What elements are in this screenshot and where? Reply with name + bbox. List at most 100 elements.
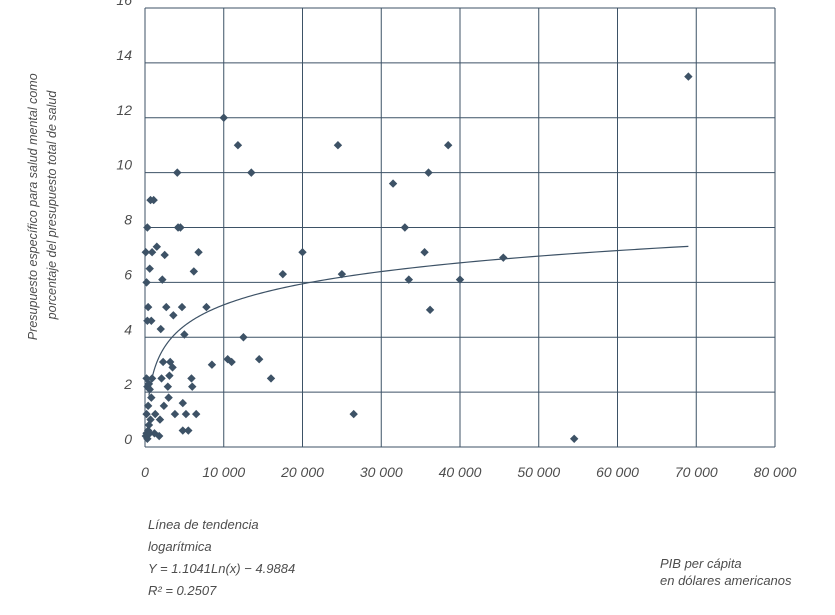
y-tick-label: 10 xyxy=(116,157,132,173)
x-tick-label: 50 000 xyxy=(517,464,560,480)
data-point xyxy=(170,409,180,419)
data-point xyxy=(158,357,168,367)
data-point xyxy=(151,409,160,419)
data-point xyxy=(165,371,174,380)
data-point xyxy=(155,415,165,424)
data-point xyxy=(181,409,191,419)
x-tick-label: 30 000 xyxy=(360,464,403,480)
data-point xyxy=(178,398,187,408)
data-point xyxy=(569,434,579,443)
y-tick-label: 0 xyxy=(124,431,132,447)
data-point xyxy=(404,275,414,284)
data-point xyxy=(247,168,256,177)
data-point xyxy=(184,426,193,435)
data-point xyxy=(143,302,153,312)
data-point xyxy=(425,305,435,315)
data-point xyxy=(194,247,203,257)
x-tick-label: 10 000 xyxy=(202,464,245,480)
data-point xyxy=(388,179,398,188)
y-tick-label: 2 xyxy=(123,376,132,392)
data-point xyxy=(149,195,158,205)
data-point xyxy=(499,253,508,262)
data-point xyxy=(162,302,171,312)
x-tick-label: 0 xyxy=(141,464,149,480)
data-point xyxy=(147,374,157,383)
data-point xyxy=(147,316,156,325)
data-point xyxy=(158,275,167,284)
y-axis-ticks: 0 2 4 6 8 10 12 14 16 xyxy=(116,0,132,447)
data-point xyxy=(178,426,187,435)
x-tick-label: 20 000 xyxy=(280,464,324,480)
data-point xyxy=(202,302,211,312)
data-point xyxy=(143,401,153,411)
data-point xyxy=(400,223,410,232)
x-axis-label: PIB per cápita en dólares americanos xyxy=(660,555,792,589)
data-point xyxy=(154,431,164,441)
data-point xyxy=(239,333,248,342)
trendline-label-line-1: Línea de tendencia xyxy=(148,517,259,532)
data-point xyxy=(147,247,157,257)
data-point xyxy=(169,311,178,320)
trendline-equation: Y = 1.1041Ln(x) − 4.9884 xyxy=(148,561,296,576)
data-point xyxy=(145,385,154,394)
data-point xyxy=(254,355,264,364)
x-tick-label: 80 000 xyxy=(754,464,797,480)
data-point xyxy=(142,278,151,287)
data-point xyxy=(152,242,162,251)
trendline xyxy=(148,245,689,396)
data-point xyxy=(145,264,154,273)
data-point xyxy=(233,140,243,150)
x-axis-ticks: 0 10 000 20 000 30 000 40 000 50 000 60 000 70 … xyxy=(141,464,797,480)
y-tick-label: 4 xyxy=(124,321,132,337)
data-point xyxy=(142,409,151,419)
x-tick-label: 70 000 xyxy=(675,464,718,480)
x-axis-label-line-1: PIB per cápita xyxy=(660,556,742,571)
y-axis-label-line-1: Presupuesto específico para salud mental… xyxy=(26,73,40,340)
grid xyxy=(144,7,776,448)
data-point xyxy=(191,409,201,419)
x-tick-label: 40 000 xyxy=(439,464,482,480)
data-point xyxy=(146,415,155,424)
y-tick-label: 12 xyxy=(116,102,132,118)
data-point xyxy=(147,393,156,402)
data-point xyxy=(684,72,693,81)
data-point xyxy=(189,267,199,276)
data-point xyxy=(143,223,152,232)
data-point xyxy=(187,374,196,383)
data-point xyxy=(156,324,165,334)
data-point xyxy=(424,168,433,177)
data-point xyxy=(219,113,228,122)
data-point xyxy=(141,247,150,257)
data-point xyxy=(159,401,169,411)
data-point xyxy=(298,247,307,257)
data-point xyxy=(443,140,453,150)
data-point xyxy=(145,429,154,438)
trendline-label-line-2: logarítmica xyxy=(148,539,212,554)
data-point xyxy=(188,382,197,391)
data-point xyxy=(173,168,182,177)
trendline-legend: Línea de tendencia logarítmica Y = 1.104… xyxy=(148,514,295,602)
data-point xyxy=(157,374,166,383)
y-axis-label: Presupuesto específico para salud mental… xyxy=(26,70,59,340)
data-points xyxy=(141,72,693,443)
data-point xyxy=(160,250,169,260)
y-tick-label: 6 xyxy=(124,266,132,282)
x-axis-label-line-2: en dólares americanos xyxy=(660,573,792,588)
data-point xyxy=(164,393,173,402)
data-point xyxy=(207,360,217,369)
data-point xyxy=(163,382,173,391)
data-point xyxy=(420,247,429,257)
data-point xyxy=(333,140,343,150)
data-point xyxy=(455,275,465,284)
data-point xyxy=(278,269,288,279)
data-point xyxy=(168,363,177,372)
trendline-r2: R² = 0.2507 xyxy=(148,583,217,598)
data-point xyxy=(266,374,276,383)
y-tick-label: 16 xyxy=(116,0,132,8)
data-point xyxy=(176,223,185,232)
data-point xyxy=(180,330,189,339)
y-axis-label-line-2: porcentaje del presupuesto total de salu… xyxy=(45,90,59,321)
y-tick-label: 8 xyxy=(124,212,132,228)
data-point xyxy=(227,357,236,367)
